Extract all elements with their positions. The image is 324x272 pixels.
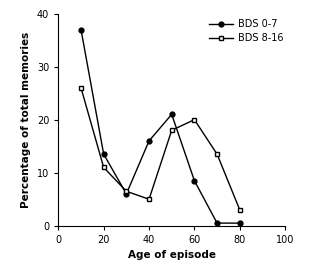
BDS 0-7 xyxy=(238,221,242,225)
BDS 0-7 xyxy=(192,179,196,182)
BDS 8-16 xyxy=(79,86,83,89)
X-axis label: Age of episode: Age of episode xyxy=(128,250,216,260)
BDS 8-16 xyxy=(147,197,151,201)
Line: BDS 8-16: BDS 8-16 xyxy=(78,85,242,212)
BDS 0-7 xyxy=(215,221,219,225)
BDS 0-7 xyxy=(102,153,106,156)
BDS 8-16 xyxy=(215,153,219,156)
BDS 0-7 xyxy=(170,113,174,116)
BDS 8-16 xyxy=(238,208,242,212)
BDS 8-16 xyxy=(192,118,196,121)
Legend: BDS 0-7, BDS 8-16: BDS 0-7, BDS 8-16 xyxy=(208,18,285,44)
BDS 8-16 xyxy=(102,166,106,169)
BDS 8-16 xyxy=(170,129,174,132)
BDS 0-7 xyxy=(147,139,151,143)
BDS 0-7 xyxy=(124,192,128,196)
BDS 8-16 xyxy=(124,190,128,193)
BDS 0-7 xyxy=(79,28,83,31)
Line: BDS 0-7: BDS 0-7 xyxy=(78,27,242,225)
Y-axis label: Percentage of total memories: Percentage of total memories xyxy=(21,32,31,208)
